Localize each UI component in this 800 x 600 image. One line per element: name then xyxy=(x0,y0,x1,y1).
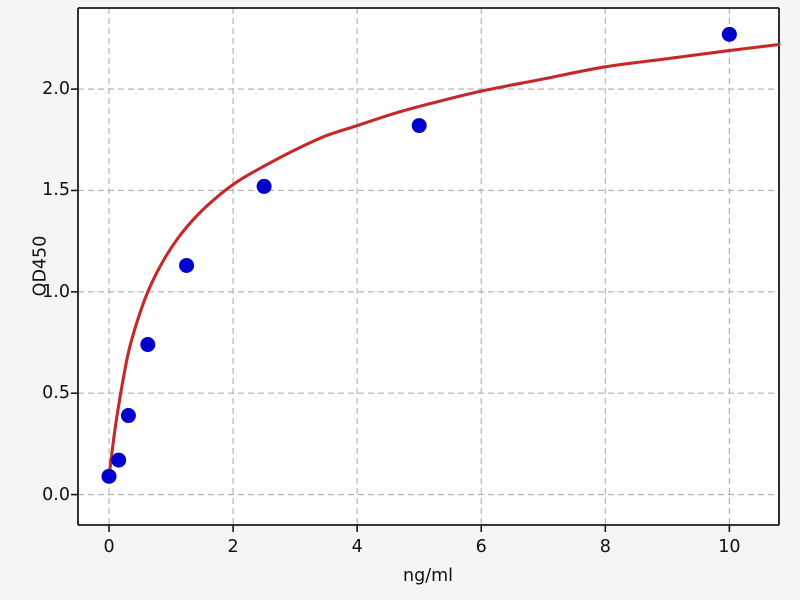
axes-background xyxy=(78,8,779,525)
y-axis-label: OD450 xyxy=(30,235,51,297)
axis-tick-marks xyxy=(71,88,731,532)
x-tick-label: 6 xyxy=(475,537,487,557)
x-axis-label: ng/ml xyxy=(402,566,454,586)
data-point[interactable] xyxy=(411,118,427,134)
data-point[interactable] xyxy=(256,178,272,194)
vertical-gridlines xyxy=(108,8,730,525)
y-tick-label: 1.5 xyxy=(42,180,70,201)
x-tick-label: 0 xyxy=(103,537,115,557)
x-tick-label: 2 xyxy=(227,537,239,557)
data-point[interactable] xyxy=(140,337,156,353)
y-tick-label: 0.0 xyxy=(42,484,70,505)
y-tick-label: 2.0 xyxy=(42,79,70,100)
x-tick-label: 4 xyxy=(351,537,363,557)
data-point[interactable] xyxy=(179,257,195,273)
data-point[interactable] xyxy=(120,408,136,424)
data-point[interactable] xyxy=(111,452,127,468)
data-point[interactable] xyxy=(721,26,737,42)
x-tick-label: 8 xyxy=(599,537,611,557)
data-point[interactable] xyxy=(101,468,117,484)
axis-spines xyxy=(77,7,780,526)
y-tick-label: 0.5 xyxy=(42,383,70,404)
y-tick-label: 1.0 xyxy=(42,281,70,302)
data-point-markers[interactable] xyxy=(101,26,737,484)
x-tick-label: 10 xyxy=(718,537,741,557)
horizontal-gridlines xyxy=(78,88,779,496)
fitted-curve-line xyxy=(107,42,781,478)
